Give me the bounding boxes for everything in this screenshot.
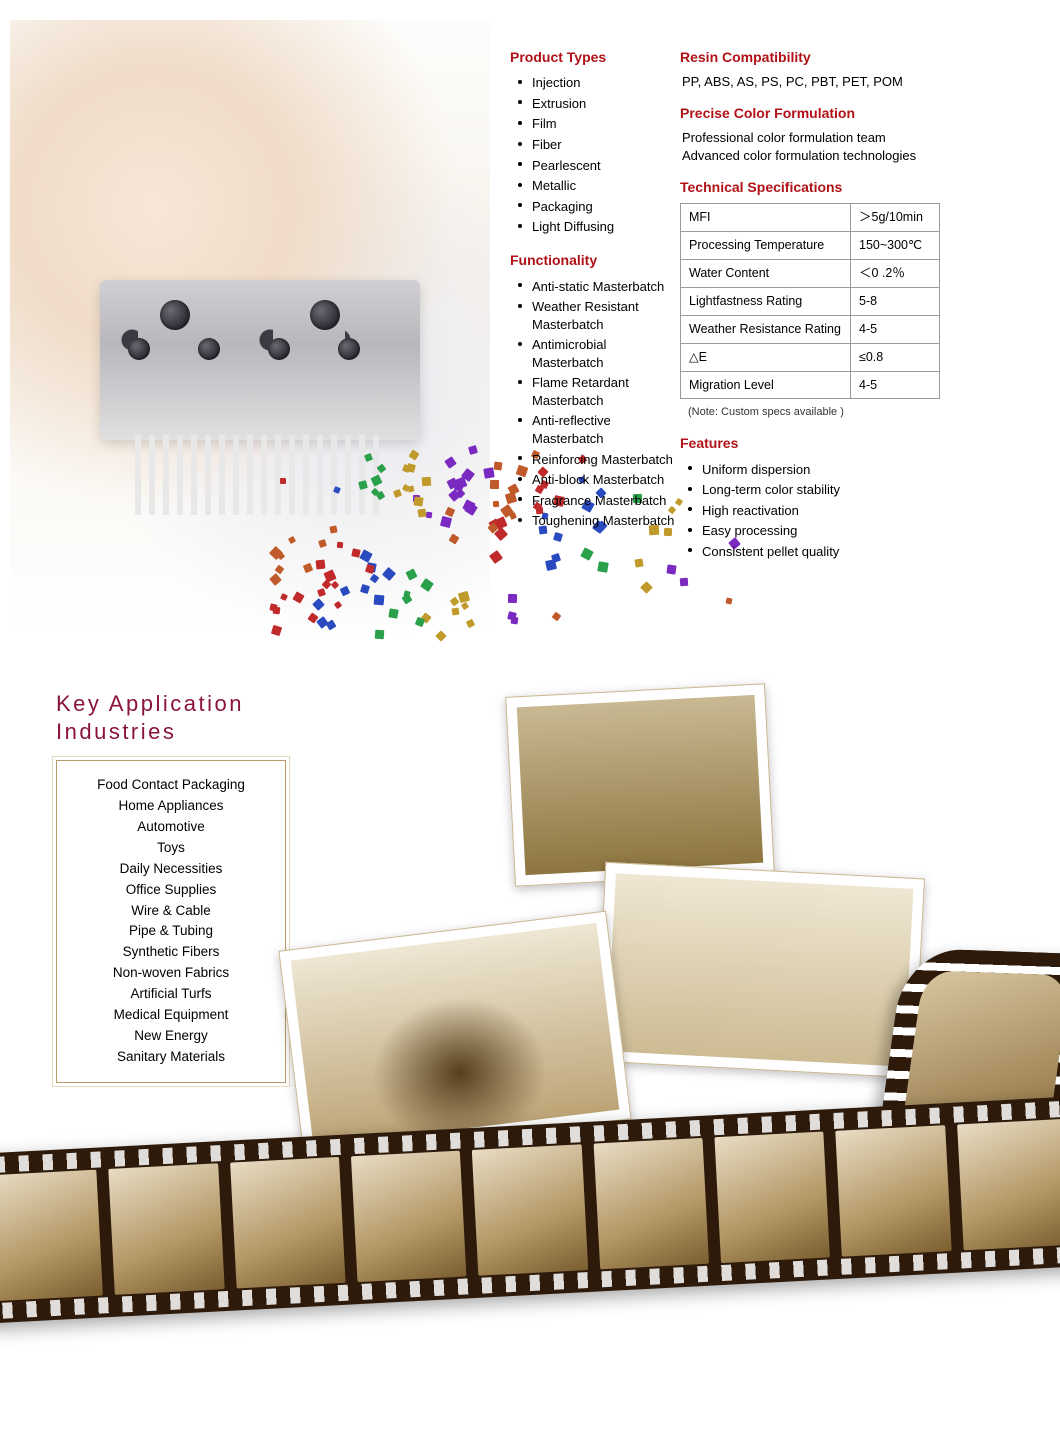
product-types-list: InjectionExtrusionFilmFiberPearlescentMe…	[510, 73, 680, 237]
section-title-l2: Industries	[56, 719, 176, 744]
resin-title: Resin Compatibility	[680, 48, 960, 67]
product-types-title: Product Types	[510, 48, 680, 67]
extruder-machine-graphic	[100, 280, 420, 440]
list-item: Film	[514, 114, 680, 135]
industry-item: Artificial Turfs	[65, 984, 277, 1005]
extruder-comb-graphic	[135, 435, 385, 515]
precise-title: Precise Color Formulation	[680, 104, 960, 123]
industry-item: Food Contact Packaging	[65, 775, 277, 796]
list-item: Extrusion	[514, 93, 680, 114]
list-item: Weather Resistant Masterbatch	[514, 297, 680, 335]
functionality-title: Functionality	[510, 251, 680, 270]
photo-bottles	[595, 862, 925, 1078]
list-item: Packaging	[514, 196, 680, 217]
section-title: Key Application Industries	[56, 690, 244, 745]
industry-item: Toys	[65, 838, 277, 859]
product-types-block: Product Types InjectionExtrusionFilmFibe…	[510, 48, 680, 545]
list-item: Consistent pellet quality	[684, 541, 960, 562]
table-row: Water Content＜0 .2％	[681, 260, 940, 288]
list-item: Anti-reflective Masterbatch	[514, 411, 680, 449]
industry-item: Automotive	[65, 817, 277, 838]
industry-item: Wire & Cable	[65, 901, 277, 922]
film-frame	[836, 1125, 952, 1257]
specs-table: MFI＞5g/10minProcessing Temperature150~30…	[680, 203, 940, 399]
film-frame	[714, 1132, 830, 1264]
precise-line2: Advanced color formulation technologies	[680, 147, 960, 165]
film-frame	[957, 1119, 1060, 1251]
resin-text: PP, ABS, AS, PS, PC, PBT, PET, POM	[680, 73, 960, 91]
list-item: Toughening Masterbatch	[514, 511, 680, 532]
industry-item: Non-woven Fabrics	[65, 963, 277, 984]
list-item: Light Diffusing	[514, 217, 680, 238]
table-row: Migration Level4-5	[681, 371, 940, 399]
features-title: Features	[680, 434, 960, 453]
industry-item: Office Supplies	[65, 880, 277, 901]
film-frame	[0, 1170, 103, 1302]
list-item: High reactivation	[684, 500, 960, 521]
film-frame	[351, 1151, 467, 1283]
functionality-list: Anti-static MasterbatchWeather Resistant…	[510, 276, 680, 531]
photo-solar-panels	[505, 683, 775, 886]
film-frame	[109, 1163, 225, 1295]
table-row: MFI＞5g/10min	[681, 204, 940, 232]
list-item: Fragrance Masterbatch	[514, 490, 680, 511]
list-item: Flame Retardant Masterbatch	[514, 373, 680, 411]
list-item: Fiber	[514, 135, 680, 156]
film-strip	[0, 1095, 1060, 1324]
table-row: Lightfastness Rating5-8	[681, 287, 940, 315]
list-item: Anti-block Masterbatch	[514, 470, 680, 491]
list-item: Injection	[514, 73, 680, 94]
precise-line1: Professional color formulation team	[680, 129, 960, 147]
table-row: Processing Temperature150~300℃	[681, 232, 940, 260]
list-item: Metallic	[514, 176, 680, 197]
features-list: Uniform dispersionLong-term color stabil…	[680, 459, 960, 562]
industry-item: Pipe & Tubing	[65, 921, 277, 942]
table-row: Weather Resistance Rating4-5	[681, 315, 940, 343]
specs-note: (Note: Custom specs available )	[680, 399, 960, 420]
list-item: Reinforcing Masterbatch	[514, 449, 680, 470]
industry-item: Synthetic Fibers	[65, 942, 277, 963]
table-row: △E≤0.8	[681, 343, 940, 371]
industry-item: Home Appliances	[65, 796, 277, 817]
industry-item: Sanitary Materials	[65, 1047, 277, 1068]
film-frame	[472, 1144, 588, 1276]
industry-item: Daily Necessities	[65, 859, 277, 880]
industry-item: New Energy	[65, 1026, 277, 1047]
list-item: Pearlescent	[514, 155, 680, 176]
list-item: Long-term color stability	[684, 480, 960, 501]
film-frame	[230, 1157, 346, 1289]
list-item: Anti-static Masterbatch	[514, 276, 680, 297]
list-item: Easy processing	[684, 521, 960, 542]
film-frame	[593, 1138, 709, 1270]
list-item: Antimicrobial Masterbatch	[514, 335, 680, 373]
list-item: Uniform dispersion	[684, 459, 960, 480]
industries-box: Food Contact PackagingHome AppliancesAut…	[56, 760, 286, 1083]
right-column: Resin Compatibility PP, ABS, AS, PS, PC,…	[680, 48, 960, 576]
specs-title: Technical Specifications	[680, 178, 960, 197]
section-title-l1: Key Application	[56, 691, 244, 716]
industry-item: Medical Equipment	[65, 1005, 277, 1026]
